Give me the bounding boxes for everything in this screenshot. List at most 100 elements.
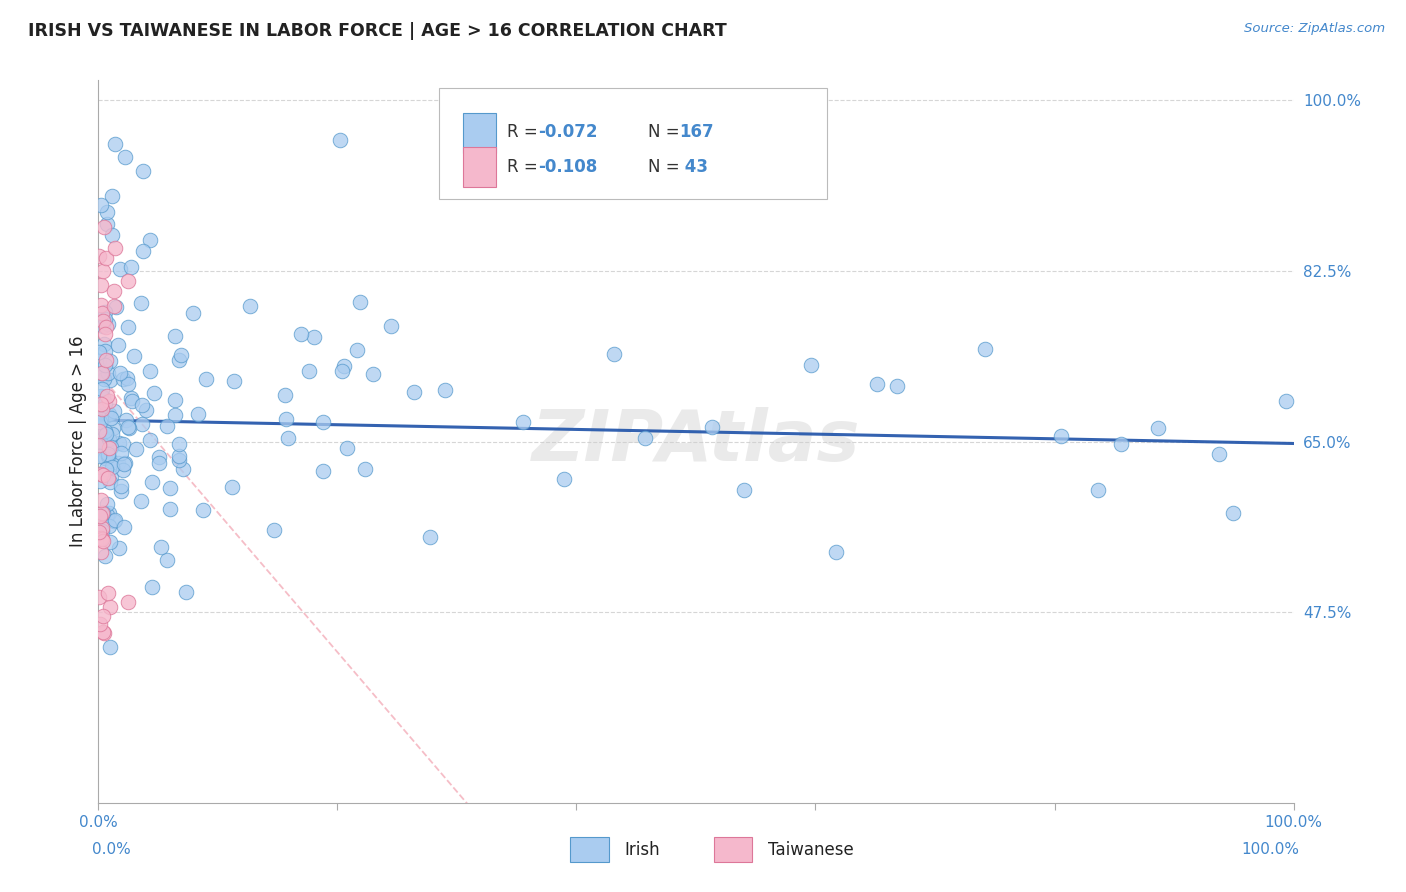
Point (96, 389, 118, 403)
Point (90, 366, 112, 380)
Point (94, 424, 117, 438)
Bar (463, 112, 496, 153)
Point (93, 336, 115, 351)
Point (100, 440, 122, 454)
Point (1275, 394, 1298, 409)
Point (886, 379, 908, 393)
Point (104, 240, 127, 254)
Point (117, 595, 139, 609)
Point (298, 364, 321, 378)
Point (132, 244, 155, 258)
Point (90, 492, 112, 507)
Point (274, 412, 297, 426)
Point (90, 467, 112, 481)
Point (87, 354, 110, 368)
Point (97, 586, 120, 600)
Point (93, 372, 115, 386)
Point (96, 217, 118, 231)
Point (90, 520, 112, 534)
Point (187, 407, 209, 421)
Point (97, 506, 120, 520)
Point (114, 457, 136, 471)
Point (148, 456, 170, 470)
Bar (571, 838, 609, 862)
Text: Irish: Irish (624, 841, 659, 859)
Point (89, 419, 111, 434)
Point (111, 463, 134, 477)
Point (290, 326, 312, 341)
Point (103, 513, 125, 527)
Point (89, 591, 111, 605)
Point (91, 314, 114, 328)
Text: -0.108: -0.108 (538, 158, 598, 176)
Point (103, 299, 125, 313)
Point (93, 343, 115, 358)
Point (221, 480, 243, 494)
Text: 167: 167 (679, 123, 714, 141)
Point (98, 518, 121, 533)
Point (94, 396, 117, 410)
Point (330, 364, 353, 378)
Point (100, 427, 122, 442)
Point (733, 483, 755, 498)
Point (143, 385, 166, 400)
Point (96, 251, 118, 265)
Bar (463, 147, 496, 187)
Text: -0.072: -0.072 (538, 123, 598, 141)
Point (103, 514, 125, 528)
Point (866, 376, 889, 391)
Point (91, 369, 114, 384)
Point (103, 284, 125, 298)
Text: Source: ZipAtlas.com: Source: ZipAtlas.com (1244, 22, 1385, 36)
Point (94, 326, 117, 341)
Point (434, 383, 457, 397)
Point (87, 438, 110, 452)
Text: IRISH VS TAIWANESE IN LABOR FORCE | AGE > 16 CORRELATION CHART: IRISH VS TAIWANESE IN LABOR FORCE | AGE … (28, 22, 727, 40)
Text: R =: R = (508, 158, 538, 176)
Point (1208, 447, 1230, 461)
Point (89, 508, 111, 523)
Point (263, 523, 285, 537)
Point (108, 541, 131, 555)
FancyBboxPatch shape (439, 87, 827, 200)
Point (94, 549, 117, 564)
Point (110, 479, 132, 493)
Point (131, 417, 153, 432)
Point (100, 460, 122, 475)
Point (167, 437, 190, 451)
Point (89, 474, 111, 488)
Point (100, 469, 122, 483)
Point (141, 475, 163, 490)
Point (107, 436, 129, 450)
Point (139, 364, 162, 378)
Point (700, 420, 723, 434)
Point (419, 531, 441, 545)
Text: N =: N = (648, 158, 679, 176)
Point (117, 274, 139, 288)
Point (108, 261, 131, 276)
Point (90, 545, 112, 559)
Point (181, 305, 204, 319)
Point (89, 508, 111, 523)
Point (174, 584, 197, 599)
Point (1222, 506, 1244, 520)
Point (91, 625, 114, 640)
Point (108, 366, 131, 380)
Point (380, 318, 402, 333)
Point (94, 353, 117, 368)
Point (114, 150, 136, 164)
Point (94, 311, 117, 326)
Point (121, 394, 143, 409)
Text: 43: 43 (679, 158, 709, 176)
Point (91, 609, 114, 624)
Point (91, 532, 114, 546)
Point (96, 497, 118, 511)
Point (94, 450, 117, 465)
Point (825, 544, 848, 558)
Point (336, 441, 359, 455)
Point (91, 306, 114, 320)
Point (98, 373, 121, 387)
Point (135, 403, 157, 417)
Point (91, 506, 114, 520)
Point (91, 318, 114, 333)
